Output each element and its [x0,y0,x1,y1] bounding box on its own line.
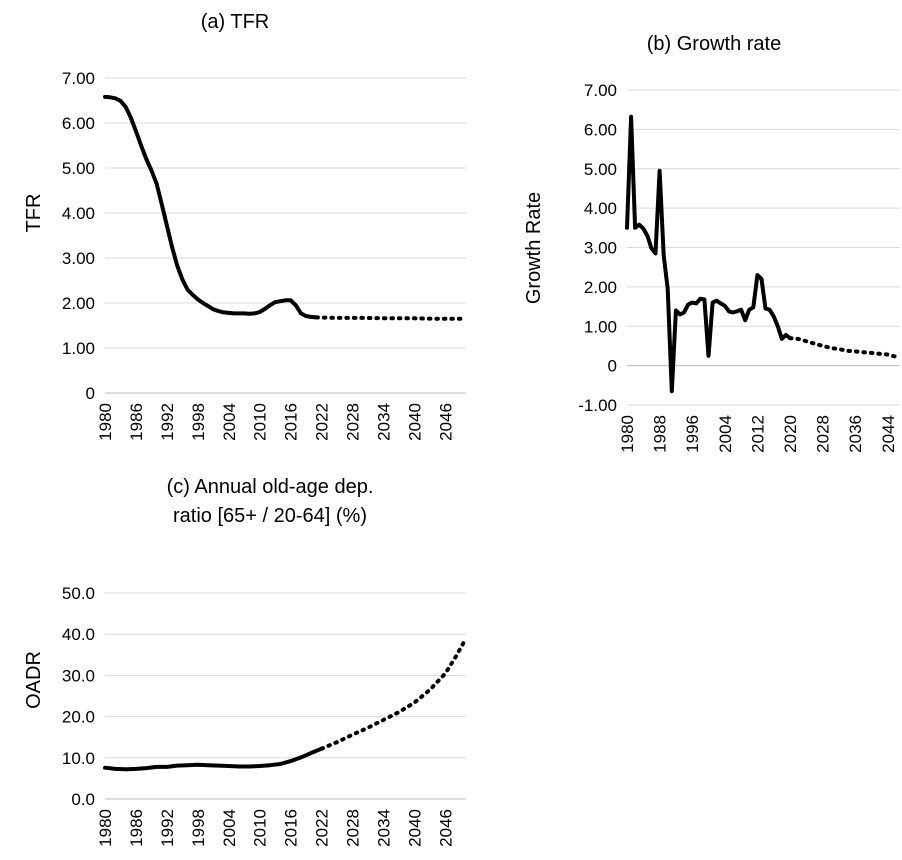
growth-y-axis-label: Growth Rate [523,192,545,304]
tfr-series [103,94,468,321]
tfr-x-tick-label: 2040 [405,403,424,441]
growth-x-tick-label: 2012 [748,415,767,453]
growth-y-tick-label: 0 [608,357,617,376]
tfr-x-tick-label: 2046 [436,403,455,441]
growth-x-tick-label: 1980 [618,415,637,453]
tfr-x-tick-label: 2010 [251,403,270,441]
growth-y-ticks: -1.00 0 1.00 2.00 3.00 4.00 5.00 6.00 7.00 [578,81,617,415]
growth-x-tick-label: 2036 [846,415,865,453]
oadr-y-axis-label: OADR [23,651,45,709]
growth-historical-line [625,114,792,394]
chart-panel-growth-rate: (b) Growth rate Growth Rate -1.00 0 1.00 2.… [500,0,902,470]
tfr-y-tick-label: 1.00 [62,339,95,358]
oadr-x-tick-label: 2016 [282,809,301,847]
chart-panel-tfr: (a) TFR TFR 0 1.00 2.00 3.00 4.00 5.00 6.00 7.0… [0,0,470,441]
oadr-x-tick-label: 2004 [220,809,239,847]
oadr-x-tick-label: 1986 [127,809,146,847]
growth-y-tick-label: 4.00 [584,199,617,218]
growth-x-tick-label: 2004 [716,415,735,453]
growth-title: (b) Growth rate [647,33,781,55]
oadr-x-tick-label: 1980 [96,809,115,847]
oadr-title: (c) Annual old-age dep. [167,476,374,498]
growth-x-tick-label: 2028 [814,415,833,453]
tfr-title: (a) TFR [201,11,270,33]
oadr-projection-line [319,636,468,751]
oadr-y-tick-label: 20.0 [62,708,95,727]
growth-x-tick-label: 2020 [781,415,800,453]
tfr-y-tick-label: 4.00 [62,204,95,223]
oadr-x-tick-label: 1998 [189,809,208,847]
growth-y-tick-label: 6.00 [584,120,617,139]
oadr-x-tick-label: 2046 [436,809,455,847]
chart-panel-oadr: (c) Annual old-age dep. ratio [65+ / 20-… [0,460,470,860]
oadr-series [103,636,468,772]
growth-gridlines [627,89,900,406]
oadr-x-tick-label: 2022 [313,809,332,847]
tfr-projection-line [314,315,468,321]
oadr-y-tick-label: 10.0 [62,749,95,768]
oadr-x-tick-label: 2028 [344,809,363,847]
tfr-x-tick-label: 1992 [158,403,177,441]
growth-chart-svg: (b) Growth rate Growth Rate -1.00 0 1.00 2.… [523,33,902,453]
tfr-y-tick-label: 6.00 [62,114,95,133]
oadr-y-ticks: 0.0 10.0 20.0 30.0 40.0 50.0 [62,584,95,809]
oadr-gridlines [105,592,466,800]
tfr-x-tick-label: 2004 [220,403,239,441]
oadr-x-tick-label: 2010 [251,809,270,847]
tfr-x-ticks: 1980 1986 1992 1998 2004 2010 2016 2022 2028 2034… [96,403,455,441]
tfr-x-tick-label: 2016 [282,403,301,441]
oadr-historical-line [103,746,324,772]
growth-series [625,114,902,394]
tfr-y-tick-label: 0 [86,384,95,403]
tfr-y-ticks: 0 1.00 2.00 3.00 4.00 5.00 6.00 7.00 [62,69,95,403]
tfr-x-tick-label: 1998 [189,403,208,441]
oadr-chart-svg: (c) Annual old-age dep. ratio [65+ / 20-… [23,476,468,847]
growth-x-tick-label: 2044 [879,415,898,453]
growth-x-tick-label: 1996 [683,415,702,453]
growth-y-tick-label: 7.00 [584,81,617,100]
oadr-x-tick-label: 2040 [405,809,424,847]
oadr-y-tick-label: 30.0 [62,666,95,685]
growth-x-tick-label: 1988 [651,415,670,453]
oadr-x-ticks: 1980 1986 1992 1998 2004 2010 2016 2022 2028 2034… [96,809,455,847]
oadr-y-tick-label: 50.0 [62,584,95,603]
tfr-chart-svg: (a) TFR TFR 0 1.00 2.00 3.00 4.00 5.00 6.00 7.0… [23,11,468,441]
tfr-x-tick-label: 2022 [313,403,332,441]
growth-y-tick-label: 2.00 [584,278,617,297]
growth-projection-line [788,336,902,360]
tfr-gridlines [105,77,466,394]
tfr-y-tick-label: 5.00 [62,159,95,178]
growth-y-tick-label: 5.00 [584,160,617,179]
oadr-subtitle: ratio [65+ / 20-64] (%) [173,505,367,527]
oadr-x-tick-label: 1992 [158,809,177,847]
oadr-y-tick-label: 40.0 [62,625,95,644]
tfr-y-tick-label: 3.00 [62,249,95,268]
growth-y-tick-label: 3.00 [584,239,617,258]
tfr-y-tick-label: 7.00 [62,69,95,88]
tfr-x-tick-label: 1980 [96,403,115,441]
tfr-x-tick-label: 1986 [127,403,146,441]
tfr-x-tick-label: 2028 [344,403,363,441]
growth-x-ticks: 1980 1988 1996 2004 2012 2020 2028 2036 2044 [618,415,898,453]
tfr-y-tick-label: 2.00 [62,294,95,313]
growth-y-tick-label: -1.00 [578,396,617,415]
oadr-y-tick-label: 0.0 [71,790,95,809]
tfr-y-axis-label: TFR [23,194,45,233]
tfr-historical-line [103,94,319,320]
tfr-x-tick-label: 2034 [374,403,393,441]
growth-y-tick-label: 1.00 [584,317,617,336]
oadr-x-tick-label: 2034 [374,809,393,847]
